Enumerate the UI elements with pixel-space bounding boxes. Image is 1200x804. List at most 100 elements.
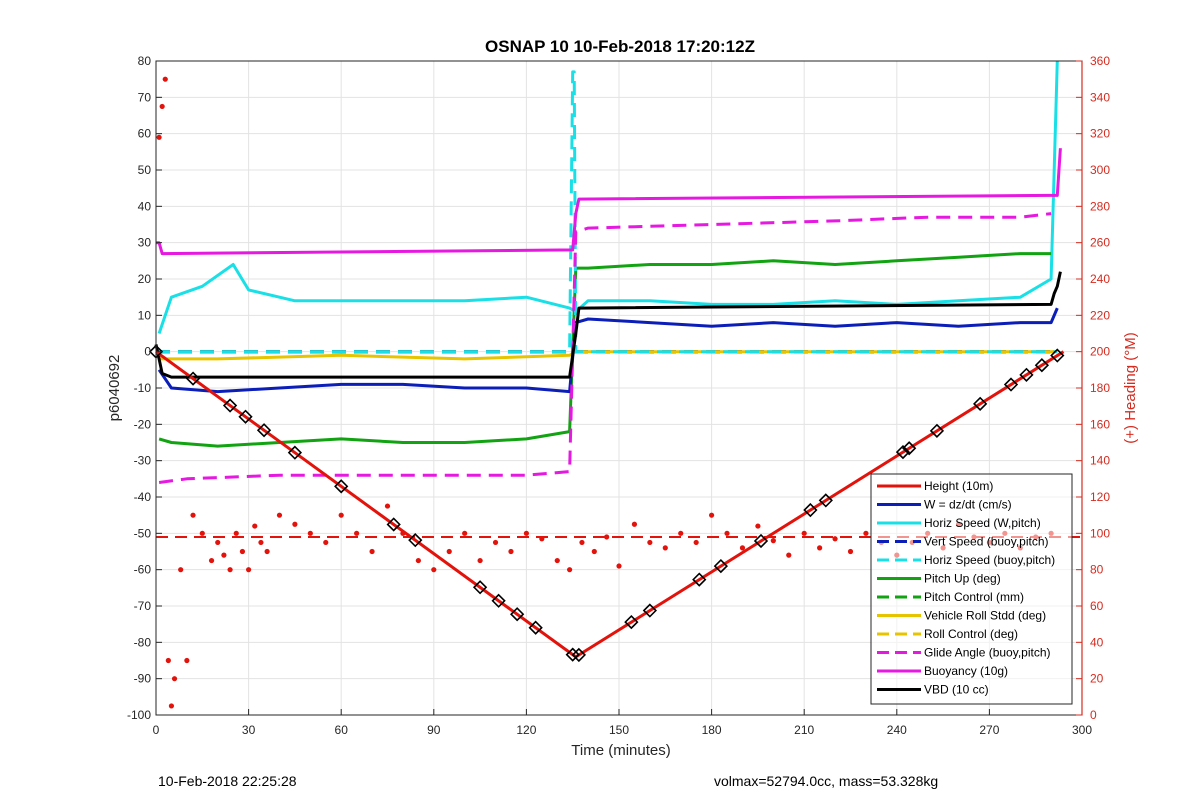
legend-label: Glide Angle (buoy,pitch) xyxy=(924,646,1051,660)
y2-tick-label: 20 xyxy=(1090,672,1104,686)
height-marker xyxy=(528,620,543,635)
heading-point xyxy=(616,563,622,569)
heading-point xyxy=(208,557,215,564)
heading-point xyxy=(662,545,668,551)
y2-tick-label: 240 xyxy=(1090,272,1110,286)
legend-label: Pitch Up (deg) xyxy=(924,572,1001,586)
heading-point xyxy=(276,512,283,518)
y2-tick-label: 40 xyxy=(1090,635,1104,649)
y-tick-label: 10 xyxy=(138,308,152,322)
height-marker xyxy=(803,502,818,518)
height-marker xyxy=(818,493,833,508)
y-tick-label: -10 xyxy=(134,381,152,395)
heading-point xyxy=(579,539,585,546)
legend: Height (10m) W = dz/dt (cm/s) Horiz Speed … xyxy=(870,473,1073,705)
y2-tick-label: 220 xyxy=(1090,308,1110,322)
heading-point xyxy=(159,103,165,110)
legend-label: Vert Speed (buoy,pitch) xyxy=(924,535,1049,549)
heading-point xyxy=(184,657,190,664)
y-tick-label: 80 xyxy=(138,54,152,68)
height-marker xyxy=(902,441,917,456)
y-tick-label: -70 xyxy=(134,599,152,613)
y-tick-label: 40 xyxy=(138,199,152,213)
heading-point xyxy=(190,512,196,518)
heading-point xyxy=(156,134,162,140)
y-tick-label: -40 xyxy=(134,490,152,504)
y-tick-label: 0 xyxy=(144,345,151,359)
heading-point xyxy=(338,512,344,518)
heading-point xyxy=(227,567,233,573)
heading-point xyxy=(693,539,699,546)
y-tick-label: -90 xyxy=(134,672,152,686)
heading-point xyxy=(724,530,730,536)
heading-point xyxy=(786,552,792,558)
y-tick-label: -80 xyxy=(134,635,152,649)
heading-point xyxy=(604,534,610,540)
heading-point xyxy=(523,530,530,536)
x-tick-label: 0 xyxy=(153,723,160,737)
y2-tick-label: 180 xyxy=(1090,381,1110,395)
x-axis-label: Time (minutes) xyxy=(571,742,670,759)
heading-point xyxy=(492,539,499,546)
height-marker xyxy=(334,479,349,494)
height-marker xyxy=(713,558,728,574)
heading-point xyxy=(755,523,761,529)
legend-label: Horiz Speed (W,pitch) xyxy=(924,516,1041,530)
height-marker xyxy=(472,580,488,595)
y-tick-label: -20 xyxy=(134,417,152,431)
heading-point xyxy=(770,538,776,544)
heading-point xyxy=(178,567,184,573)
heading-point xyxy=(258,539,264,546)
height-marker xyxy=(238,409,253,424)
y2-tick-label: 120 xyxy=(1090,490,1110,504)
y2-tick-label: 280 xyxy=(1090,199,1110,213)
y-tick-label: -30 xyxy=(134,454,152,468)
height-marker xyxy=(185,371,201,386)
heading-point xyxy=(165,657,171,664)
height-marker xyxy=(510,607,525,622)
y-axis-label: p6040692 xyxy=(106,355,123,422)
y2-tick-label: 60 xyxy=(1090,599,1104,613)
x-tick-label: 180 xyxy=(702,723,722,737)
y-tick-label: 70 xyxy=(138,90,152,104)
y2-tick-label: 320 xyxy=(1090,127,1110,141)
x-tick-label: 300 xyxy=(1072,723,1092,737)
height-marker xyxy=(624,614,639,630)
height-marker xyxy=(642,603,657,618)
x-tick-label: 120 xyxy=(516,723,536,737)
heading-point xyxy=(239,548,246,555)
x-tick-label: 60 xyxy=(335,723,349,737)
heading-point xyxy=(477,557,483,564)
series-line xyxy=(157,307,1059,394)
heading-point xyxy=(199,530,205,536)
heading-point xyxy=(847,548,854,555)
heading-point xyxy=(215,539,221,546)
series-line xyxy=(156,70,1058,354)
x-tick-label: 150 xyxy=(609,723,629,737)
height-marker xyxy=(973,396,988,411)
heading-point xyxy=(415,557,421,564)
heading-point xyxy=(221,552,227,558)
legend-label: Pitch Control (mm) xyxy=(924,590,1024,604)
heading-point xyxy=(246,567,252,573)
height-marker xyxy=(222,398,238,413)
heading-point xyxy=(252,523,258,529)
heading-point xyxy=(292,521,298,527)
height-marker xyxy=(1034,358,1050,373)
heading-point xyxy=(817,545,823,551)
heading-point xyxy=(168,703,175,709)
y-tick-label: 50 xyxy=(138,163,152,177)
x-tick-label: 90 xyxy=(427,723,441,737)
y2-tick-label: 100 xyxy=(1090,526,1110,540)
y2-tick-label: 340 xyxy=(1090,90,1110,104)
height-marker xyxy=(692,572,707,587)
y2-tick-label: 360 xyxy=(1090,54,1110,68)
heading-point xyxy=(801,530,807,536)
legend-label: Roll Control (deg) xyxy=(924,627,1018,641)
height-marker xyxy=(256,423,272,438)
y2-tick-label: 200 xyxy=(1090,345,1110,359)
heading-point xyxy=(678,530,684,536)
heading-point xyxy=(591,548,597,555)
series-line xyxy=(158,212,1052,484)
